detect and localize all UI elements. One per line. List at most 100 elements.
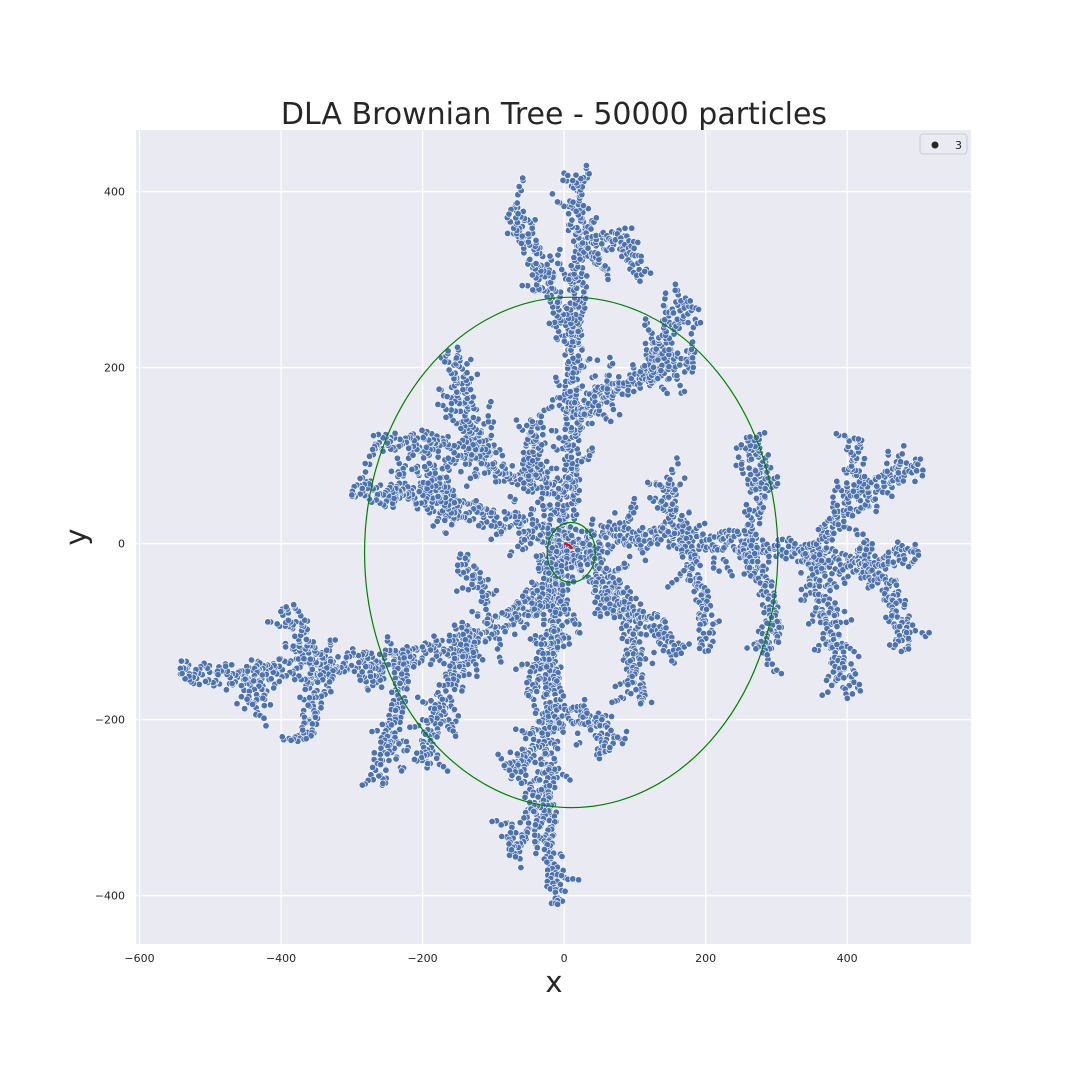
data-point — [177, 657, 185, 665]
data-point — [440, 660, 448, 668]
data-point — [498, 452, 506, 460]
data-point — [443, 393, 451, 401]
data-point — [575, 876, 583, 884]
data-point — [554, 298, 562, 306]
data-point — [433, 714, 441, 722]
data-point — [214, 671, 222, 679]
data-point — [575, 487, 583, 495]
data-point — [911, 477, 919, 485]
data-point — [608, 246, 616, 254]
data-point — [630, 495, 638, 503]
data-point — [747, 455, 755, 463]
data-point — [260, 714, 268, 722]
data-point — [451, 685, 459, 693]
data-point — [524, 238, 532, 246]
data-point — [451, 654, 459, 662]
data-point — [764, 451, 772, 459]
data-point — [249, 700, 257, 708]
data-point — [530, 735, 538, 743]
data-point — [540, 620, 548, 628]
data-point — [872, 507, 880, 515]
data-point — [446, 662, 454, 670]
data-point — [565, 210, 573, 218]
data-point — [308, 720, 316, 728]
data-point — [473, 666, 481, 674]
data-point — [773, 473, 781, 481]
data-point — [578, 346, 586, 354]
data-point — [854, 435, 862, 443]
data-point — [658, 497, 666, 505]
data-point — [513, 199, 521, 207]
data-point — [536, 531, 544, 539]
data-point — [586, 355, 594, 363]
data-point — [237, 682, 245, 690]
data-point — [487, 431, 495, 439]
data-point — [299, 726, 307, 734]
data-point — [419, 434, 427, 442]
data-point — [679, 553, 687, 561]
data-point — [579, 202, 587, 210]
data-point — [884, 447, 892, 455]
data-point — [243, 695, 251, 703]
data-point — [418, 426, 426, 434]
data-point — [228, 680, 236, 688]
data-point — [549, 309, 557, 317]
data-point — [561, 887, 569, 895]
data-point — [369, 763, 377, 771]
data-point — [467, 386, 475, 394]
data-point — [587, 225, 595, 233]
data-point — [384, 633, 392, 641]
data-point — [720, 544, 728, 552]
data-point — [402, 738, 410, 746]
data-point — [377, 761, 385, 769]
data-point — [258, 671, 266, 679]
data-point — [577, 362, 585, 370]
data-point — [641, 556, 649, 564]
data-point — [441, 516, 449, 524]
data-point — [514, 542, 522, 550]
data-point — [447, 399, 455, 407]
data-point — [552, 373, 560, 381]
data-point — [519, 448, 527, 456]
data-point — [897, 647, 905, 655]
data-point — [457, 640, 465, 648]
data-point — [537, 760, 545, 768]
data-point — [514, 210, 522, 218]
data-point — [555, 434, 563, 442]
data-point — [659, 302, 667, 310]
data-point — [550, 443, 558, 451]
data-point — [634, 238, 642, 246]
data-point — [528, 417, 536, 425]
data-point — [670, 529, 678, 537]
data-point — [666, 475, 674, 483]
data-point — [445, 366, 453, 374]
data-point — [522, 735, 530, 743]
data-point — [302, 735, 310, 743]
data-point — [673, 454, 681, 462]
data-point — [855, 652, 863, 660]
data-point — [566, 388, 574, 396]
data-point — [841, 579, 849, 587]
data-point — [556, 246, 564, 254]
data-point — [684, 319, 692, 327]
data-point — [388, 721, 396, 729]
data-point — [570, 237, 578, 245]
data-point — [572, 171, 580, 179]
data-point — [722, 558, 730, 566]
data-point — [421, 463, 429, 471]
data-point — [519, 174, 527, 182]
data-point — [753, 543, 761, 551]
data-point — [323, 646, 331, 654]
data-point — [383, 750, 391, 758]
data-point — [277, 608, 285, 616]
data-point — [833, 477, 841, 485]
data-point — [860, 455, 868, 463]
data-point — [483, 620, 491, 628]
data-point — [414, 693, 422, 701]
data-point — [843, 694, 851, 702]
data-point — [492, 587, 500, 595]
data-point — [646, 494, 654, 502]
data-point — [611, 509, 619, 517]
data-point — [202, 677, 210, 685]
data-point — [567, 453, 575, 461]
